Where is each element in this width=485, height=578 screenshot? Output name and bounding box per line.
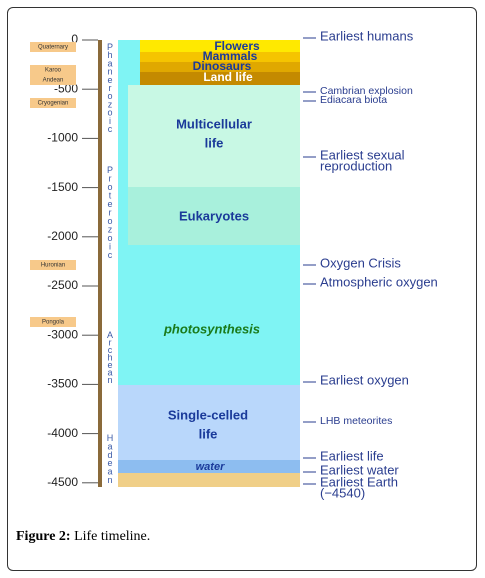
axis-tick-label: -3500 (47, 377, 78, 391)
era-box (30, 75, 76, 85)
event-label: reproduction (320, 158, 392, 173)
earth-block (118, 473, 300, 487)
event-label: (−4540) (320, 485, 365, 500)
eon-label: Proterozoic (105, 165, 115, 260)
block-label: Dinosaurs (193, 59, 252, 73)
block-label: Flowers (214, 39, 260, 53)
era-label: Pongola (42, 320, 65, 326)
era-label: Karoo (45, 68, 62, 74)
eon-label: Archean (105, 330, 115, 385)
event-label: Cambrian explosion (320, 85, 413, 97)
land-life-block (140, 72, 300, 85)
event-label: LHB meteorites (320, 415, 392, 427)
event-label: Ediacara biota (320, 94, 387, 106)
era-box (30, 260, 76, 270)
block-label: Land life (203, 70, 253, 84)
event-label: Earliest Earth (320, 474, 398, 489)
axis-tick-label: -1500 (47, 180, 78, 194)
event-label: Oxygen Crisis (320, 255, 401, 270)
multicellular-block (128, 85, 300, 187)
eon-label: Hadean (105, 433, 115, 485)
era-label: Cryogenian (38, 101, 69, 107)
block-label: water (196, 461, 225, 473)
block-label: life (205, 135, 224, 150)
era-box (30, 317, 76, 327)
era-box (30, 98, 76, 108)
event-label: Earliest oxygen (320, 372, 409, 387)
axis-tick-label: -2500 (47, 278, 78, 292)
event-label: Earliest sexual (320, 147, 405, 162)
caption-text: Life timeline. (74, 529, 150, 544)
era-box (30, 42, 76, 52)
block-label: Mammals (203, 49, 258, 63)
event-label: Earliest humans (320, 28, 414, 43)
mammals-block (140, 52, 300, 62)
event-label: Atmospheric oxygen (320, 274, 438, 289)
event-label: Earliest water (320, 462, 399, 477)
block-label: Single-celled (168, 407, 248, 422)
block-label: life (199, 426, 218, 441)
dinosaurs-block (140, 62, 300, 72)
block-label: Eukaryotes (179, 208, 249, 223)
flowers-block (140, 40, 300, 52)
era-box (30, 65, 76, 75)
figure-frame (7, 7, 477, 571)
era-label: Quaternary (38, 45, 68, 51)
axis-tick-label: -4500 (47, 475, 78, 489)
eukaryote-block (128, 187, 300, 245)
caption: Figure 2: Life timeline. (16, 529, 150, 544)
era-label: Huronian (41, 263, 65, 269)
axis-tick-label: -2000 (47, 229, 78, 243)
caption-label: Figure 2: (16, 529, 71, 544)
event-label: Earliest life (320, 448, 384, 463)
single-celled-block (118, 385, 300, 460)
block-label: photosynthesis (163, 321, 260, 336)
water-block (118, 460, 300, 473)
era-label: Andean (43, 78, 64, 84)
axis-tick-label: -1000 (47, 131, 78, 145)
axis-line (98, 40, 102, 487)
axis-tick-label: 0 (71, 32, 78, 46)
axis-tick-label: -4000 (47, 426, 78, 440)
eon-label: Phanerozoic (105, 42, 115, 134)
axis-tick-label: -3000 (47, 327, 78, 341)
block-label: Multicellular (176, 116, 252, 131)
